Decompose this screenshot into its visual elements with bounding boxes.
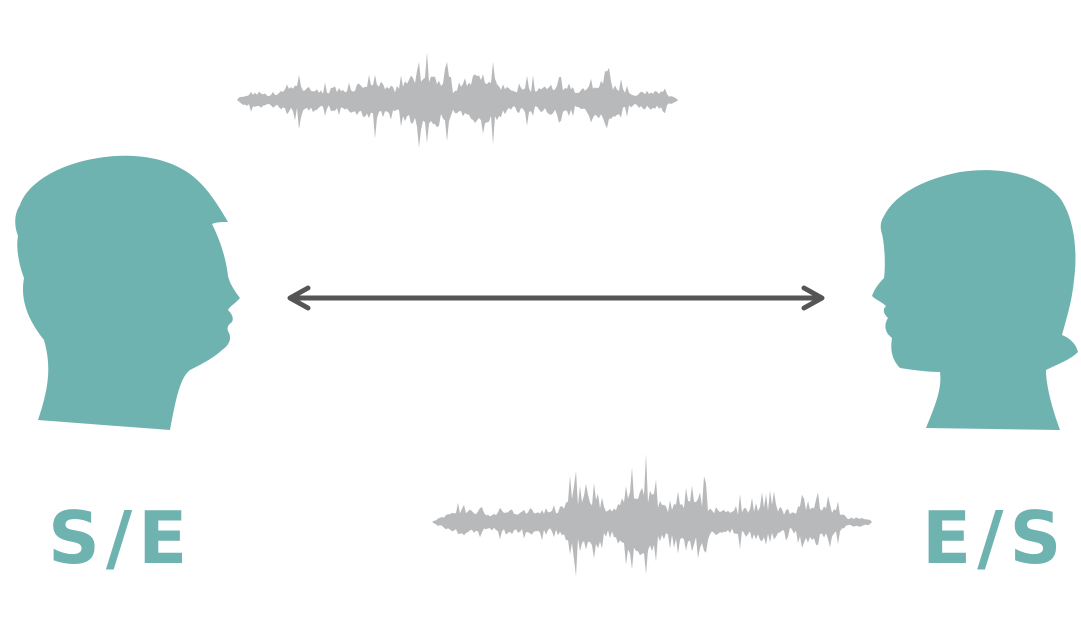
right-speaker-label: E/S [922,496,1068,580]
double-headed-arrow-icon [287,285,825,311]
audio-waveform-shape [432,453,872,577]
waveform-top-icon [237,52,678,148]
right-speaker-head-icon [872,170,1078,430]
audio-waveform-shape [237,52,678,148]
waveform-bottom-icon [432,453,872,577]
left-speaker-head-icon [15,155,240,430]
left-speaker-label: S/E [48,496,194,580]
